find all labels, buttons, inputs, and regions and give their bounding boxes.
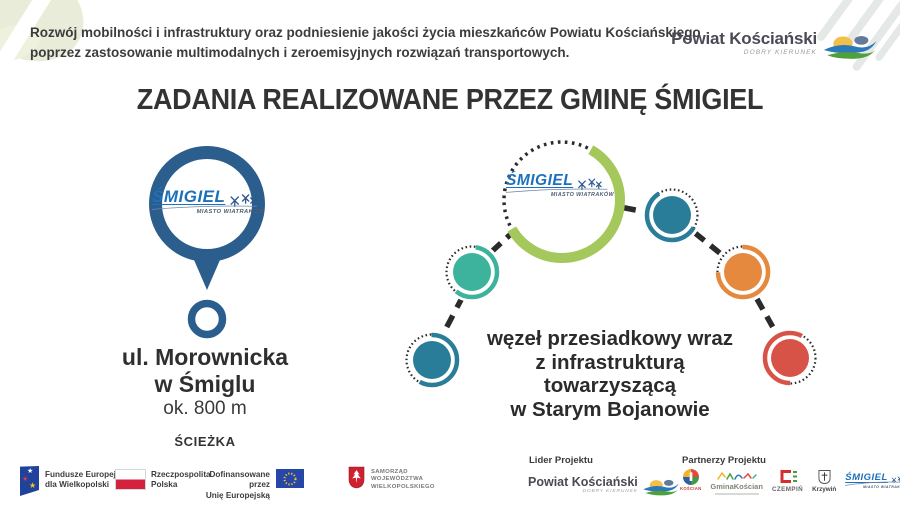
- partner-krzywin-label: Krzywiń: [812, 486, 837, 493]
- right-task-line1: węzeł przesiadkowy wraz: [486, 327, 734, 350]
- smigiel-logo-text: ŚMIGIEL: [152, 187, 226, 206]
- funding-label-line: dla Wielkopolski: [45, 480, 110, 490]
- lider-powiat-logo: Powiat Kościański DOBRY KIERUNEK: [528, 476, 680, 498]
- page-title: ZADANIA REALIZOWANE PRZEZ GMINĘ ŚMIGIEL: [136, 84, 764, 116]
- partner-krzywin: Krzywiń: [812, 469, 836, 493]
- left-task-line2: w Śmiglu: [154, 370, 256, 397]
- czempin-logo-icon: [780, 470, 797, 483]
- left-task-text: ul. Morownicka w Śmiglu ok. 800 m ŚCIEŻK…: [75, 344, 335, 449]
- partner-czempin: CZEMPIŃ: [772, 469, 803, 493]
- powiat-koscianski-tagline: DOBRY KIERUNEK: [743, 49, 817, 56]
- left-task-label: ŚCIEŻKA: [174, 434, 236, 449]
- left-task-line3: ok. 800 m: [163, 398, 247, 419]
- poland-flag-icon: [115, 469, 146, 490]
- hub-node-right-top: [642, 185, 702, 245]
- samorzad-label: SAMORZĄD WOJEWÓDZTWA WIELKOPOLSKIEGO: [371, 469, 435, 491]
- partner-gmina-koscian: GminaKościan: [710, 469, 763, 495]
- windmills-icon: [230, 194, 258, 207]
- funding-label-line: WOJEWÓDZTWA: [371, 476, 424, 483]
- funding-label-line: Fundusze Europejskie: [45, 470, 132, 479]
- smigiel-logo-subtext: MIASTO WIATRAKÓW: [196, 209, 264, 215]
- dofinansowane-label: Dofinansowane przez Unię Europejską: [198, 470, 270, 501]
- partner-koscian-label: KOŚCIAN: [680, 486, 702, 491]
- hub-node-right-mid: [713, 242, 773, 302]
- funding-label-line: Rzeczpospolita: [151, 470, 211, 479]
- fundusze-europejskie-label: Fundusze Europejskie dla Wielkopolski: [45, 470, 132, 491]
- partner-smigiel-subtext: MIASTO WIATRAKÓW: [863, 485, 900, 489]
- powiat-koscianski-name: Powiat Kościański: [671, 29, 817, 48]
- right-task-line2: z infrastrukturą: [535, 350, 685, 374]
- lider-tagline: DOBRY KIERUNEK: [582, 489, 638, 494]
- funding-label-line: WIELKOPOLSKIEGO: [371, 483, 435, 490]
- powiat-swoosh-icon: [642, 479, 679, 496]
- funding-label-line: SAMORZĄD: [371, 469, 408, 475]
- powiat-koscianski-logo: Powiat Kościański DOBRY KIERUNEK: [671, 30, 878, 63]
- project-description-line1: Rozwój mobilności i infrastruktury oraz …: [30, 25, 701, 40]
- windmills-icon: [578, 178, 602, 190]
- partner-koscian: KOŚCIAN: [680, 469, 701, 491]
- funding-label-line: Unię Europejską: [205, 490, 270, 500]
- smigiel-logo-text: ŚMIGIEL: [506, 172, 574, 189]
- rzeczpospolita-polska-label: Rzeczpospolita Polska: [151, 470, 211, 491]
- star-icon: ★: [29, 481, 37, 490]
- funding-label-line: Dofinansowane przez: [209, 470, 270, 490]
- smigiel-logo: ŚMIGIEL MIASTO WIATRAKÓW: [152, 187, 264, 215]
- project-description-line2: poprzez zastosowanie multimodalnych i ze…: [30, 44, 570, 60]
- swash-line-icon: [506, 188, 608, 193]
- eu-flag-icon: [276, 469, 304, 488]
- hub-center-circle: [499, 137, 625, 263]
- krzywin-crest-icon: [818, 470, 831, 484]
- star-icon: ★: [27, 468, 34, 475]
- windmills-icon: [891, 476, 900, 483]
- partner-gmina-koscian-label: GminaKościan: [710, 482, 763, 491]
- swash-line-icon: [845, 481, 900, 486]
- eu-stars-icon: [283, 472, 297, 485]
- smigiel-logo-subtext: MIASTO WIATRAKÓW: [550, 192, 614, 198]
- lider-projektu-heading: Lider Projektu: [529, 455, 593, 466]
- partner-czempin-label: CZEMPIŃ: [771, 485, 804, 493]
- partner-smigiel-logo: ŚMIGIEL MIASTO WIATRAKÓW: [845, 472, 900, 489]
- right-task-line4: w Starym Bojanowie: [510, 397, 710, 421]
- partner-logos: KOŚCIAN GminaKościan C: [680, 469, 900, 495]
- right-task-text: węzeł przesiadkowy wraz z infrastrukturą…: [430, 327, 790, 421]
- partnerzy-projektu-heading: Partnerzy Projektu: [682, 455, 766, 466]
- map-pin-icon: [149, 146, 265, 339]
- project-description: Rozwój mobilności i infrastruktury oraz …: [30, 23, 701, 62]
- fundusze-europejskie-icon: ★ ★ ★: [20, 466, 39, 496]
- partner-gmina-koscian-tagline-bar: [714, 492, 759, 495]
- hub-node-left-bottom: [402, 330, 462, 390]
- funding-label-line: Polska: [151, 480, 178, 490]
- star-icon: ★: [22, 476, 29, 483]
- gmina-koscian-skyline-icon: [716, 471, 757, 480]
- koscian-logo-icon: [682, 469, 699, 485]
- hub-node-left-mid: [442, 242, 502, 302]
- swash-line-icon: [152, 205, 258, 210]
- wielkopolska-eagle-icon: [348, 466, 365, 489]
- right-task-line3: towarzyszącą: [543, 374, 677, 397]
- partner-smigiel-label: ŚMIGIEL: [845, 472, 888, 483]
- lider-name: Powiat Kościański: [528, 475, 638, 489]
- smigiel-logo: ŚMIGIEL MIASTO WIATRAKÓW: [506, 172, 614, 198]
- powiat-swoosh-icon: [823, 36, 877, 59]
- hub-node-right-bottom: [760, 328, 820, 388]
- left-task-line1: ul. Morownicka: [121, 344, 289, 370]
